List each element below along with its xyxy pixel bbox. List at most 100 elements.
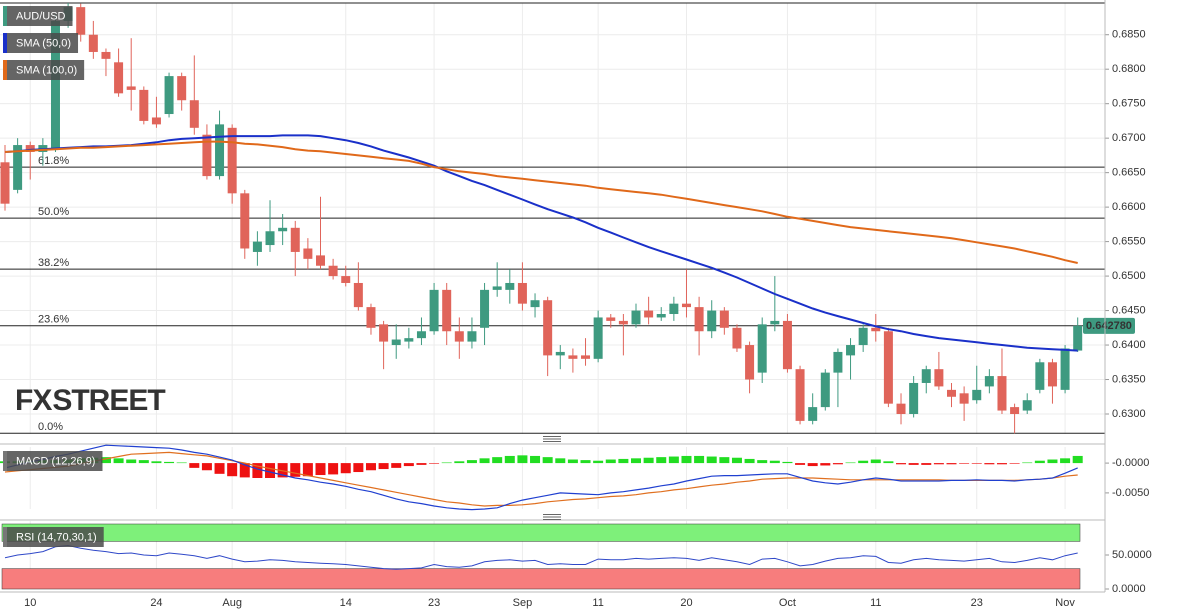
histogram-bar (933, 463, 944, 465)
candle-body (656, 314, 666, 318)
histogram-bar (668, 456, 679, 464)
candle-body (707, 310, 717, 332)
y-tick-label: 0.6750 (1112, 98, 1146, 110)
candle-body (883, 331, 893, 404)
candle-body (543, 300, 553, 356)
histogram-bar (971, 463, 982, 464)
legend-label: SMA (50,0) (16, 37, 71, 49)
legend-item: RSI (14,70,30,1) (3, 527, 104, 547)
histogram-bar (201, 463, 212, 471)
sma-line (4, 134, 1078, 352)
histogram-bar (542, 457, 553, 464)
overlay: 0.6300 0.6350 0.6400 0.6450 0.6500 0.6550 0.66… (3, 6, 1152, 609)
candle-body (25, 145, 35, 152)
watermark: STREET (52, 384, 165, 417)
candle-body (644, 310, 654, 318)
panel-handle[interactable] (543, 514, 561, 520)
histogram-bar (176, 462, 187, 464)
candle-body (858, 327, 868, 346)
candle-body (1073, 325, 1083, 351)
histogram-bar (681, 455, 692, 464)
histogram-bar (454, 461, 465, 464)
candle-body (934, 369, 944, 387)
candle-body (871, 327, 881, 332)
candle-body (568, 355, 578, 359)
fib-label: 38.2% (38, 257, 69, 269)
candle-body (416, 331, 426, 339)
histogram-bar (731, 457, 742, 464)
legend-box (3, 6, 73, 26)
histogram-bar (567, 459, 578, 464)
histogram-bar (126, 459, 137, 464)
histogram-bar (883, 461, 894, 464)
candle-body (177, 76, 187, 101)
candle-body (13, 145, 23, 190)
histogram-bar (757, 460, 768, 464)
histogram-bar (1072, 455, 1083, 464)
candle-body (1035, 362, 1045, 390)
candle-body (353, 282, 363, 308)
candle-body (278, 227, 288, 232)
candle-body (770, 320, 780, 325)
panel-handle[interactable] (543, 436, 561, 442)
histogram-bar (719, 457, 730, 464)
x-tick-label: Nov (1055, 597, 1075, 609)
histogram-bar (441, 462, 452, 464)
candle-body (581, 355, 591, 359)
x-tick-label: 24 (150, 597, 162, 609)
last-price-tag (1083, 317, 1135, 334)
candle-body (719, 310, 729, 328)
fib-label: 0.0% (38, 421, 63, 433)
histogram-bar (795, 463, 806, 465)
legend-item: SMA (100,0) (3, 60, 85, 80)
candle-body (530, 300, 540, 308)
candle-body (341, 276, 351, 283)
candle-body (151, 117, 161, 125)
grid (0, 3, 1109, 590)
legend-swatch (3, 33, 7, 53)
histogram-bar (643, 457, 654, 464)
legend-label: AUD/USD (16, 10, 66, 22)
candle-body (88, 34, 98, 52)
histogram-bar (656, 457, 667, 464)
candle-body (139, 89, 149, 121)
y-tick-label: 0.6300 (1112, 408, 1146, 420)
legend-swatch (3, 6, 7, 26)
histogram-bar (302, 463, 313, 477)
y-tick-label: 0.0000 (1112, 583, 1146, 595)
candle-body (984, 376, 994, 387)
watermark: FX (15, 384, 52, 417)
y-tick-label: 0.6550 (1112, 236, 1146, 248)
histogram-bar (227, 463, 238, 477)
candle-body (909, 382, 919, 415)
candle-body (757, 324, 767, 373)
candle-body (593, 317, 603, 359)
candle-body (782, 320, 792, 370)
legend-box (3, 527, 104, 547)
candle-body (252, 241, 262, 252)
candle-body (0, 162, 10, 204)
histogram-bar (1009, 463, 1020, 464)
histogram-bar (365, 463, 376, 471)
candle-body (745, 345, 755, 380)
histogram-bar (517, 455, 528, 464)
candle-body (492, 286, 502, 290)
legend-label: SMA (100,0) (16, 64, 77, 76)
x-tick-label: 23 (971, 597, 983, 609)
histogram-bar (113, 458, 124, 464)
y-tick-label: 0.6400 (1112, 339, 1146, 351)
candle-body (480, 289, 490, 328)
histogram-bar (1060, 458, 1071, 464)
candle-body (164, 76, 174, 115)
histogram-bar (555, 458, 566, 464)
candle-body (303, 248, 313, 259)
histogram-bar (820, 463, 831, 466)
histogram-bar (214, 463, 225, 474)
legend-swatch (3, 527, 7, 547)
candle-body (972, 389, 982, 401)
histogram-bar (378, 463, 389, 470)
fib-label: 100.0% (38, 0, 76, 3)
histogram-bar (593, 460, 604, 464)
